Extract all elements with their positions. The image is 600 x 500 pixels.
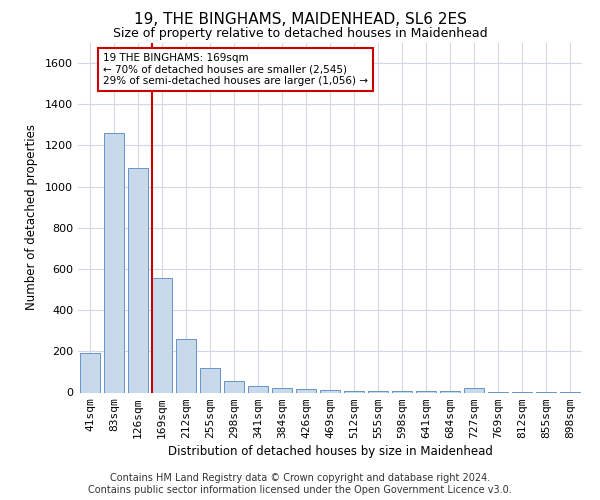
Bar [152, 278, 172, 392]
Bar [128, 168, 148, 392]
Bar [248, 386, 268, 392]
Bar [104, 133, 124, 392]
Bar [464, 388, 484, 392]
Bar [224, 381, 244, 392]
Bar [80, 354, 100, 393]
Text: Size of property relative to detached houses in Maidenhead: Size of property relative to detached ho… [113, 28, 487, 40]
X-axis label: Distribution of detached houses by size in Maidenhead: Distribution of detached houses by size … [167, 445, 493, 458]
Text: 19, THE BINGHAMS, MAIDENHEAD, SL6 2ES: 19, THE BINGHAMS, MAIDENHEAD, SL6 2ES [134, 12, 466, 28]
Bar [176, 339, 196, 392]
Bar [272, 388, 292, 392]
Y-axis label: Number of detached properties: Number of detached properties [25, 124, 38, 310]
Bar [200, 368, 220, 392]
Bar [320, 390, 340, 392]
Bar [296, 390, 316, 392]
Text: Contains HM Land Registry data © Crown copyright and database right 2024.
Contai: Contains HM Land Registry data © Crown c… [88, 474, 512, 495]
Text: 19 THE BINGHAMS: 169sqm
← 70% of detached houses are smaller (2,545)
29% of semi: 19 THE BINGHAMS: 169sqm ← 70% of detache… [103, 53, 368, 86]
